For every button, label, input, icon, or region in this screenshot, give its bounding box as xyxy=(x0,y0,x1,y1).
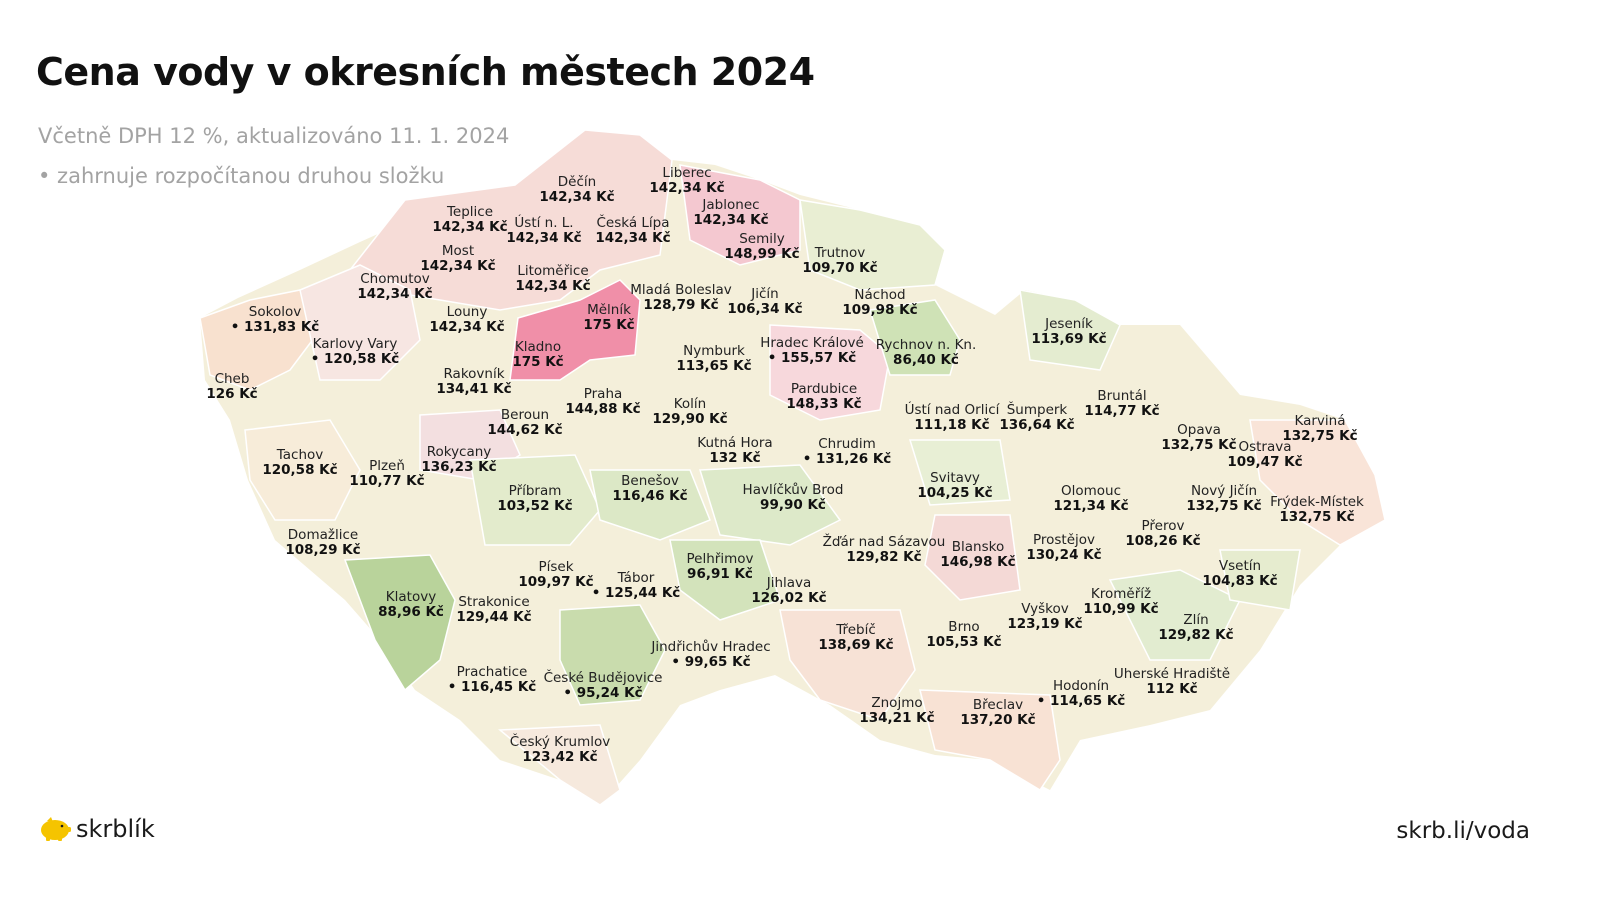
city-label: Tábor • 125,44 Kč xyxy=(591,570,681,602)
city-label: Nymburk 113,65 Kč xyxy=(676,343,752,375)
city-label: Kroměříž 110,99 Kč xyxy=(1083,586,1159,618)
city-label: Ústí n. L. 142,34 Kč xyxy=(506,215,582,247)
city-label: Opava 132,75 Kč xyxy=(1161,422,1237,454)
city-label: Havlíčkův Brod 99,90 Kč xyxy=(742,482,844,514)
city-label: Teplice 142,34 Kč xyxy=(432,204,508,236)
city-label: Cheb 126 Kč xyxy=(206,371,258,403)
city-label: Hradec Králové • 155,57 Kč xyxy=(760,335,864,367)
city-label: Prostějov 130,24 Kč xyxy=(1026,532,1102,564)
city-label: Karlovy Vary • 120,58 Kč xyxy=(310,336,400,368)
city-label: Chomutov 142,34 Kč xyxy=(357,271,433,303)
city-label: Karviná 132,75 Kč xyxy=(1282,413,1358,445)
city-label: Frýdek-Místek 132,75 Kč xyxy=(1270,494,1364,526)
city-label: Šumperk 136,64 Kč xyxy=(999,402,1075,434)
brand-name: skrblík xyxy=(76,815,155,843)
city-label: Jihlava 126,02 Kč xyxy=(751,575,827,607)
city-label: Znojmo 134,21 Kč xyxy=(859,695,935,727)
city-label: Jičín 106,34 Kč xyxy=(727,286,803,318)
source-url[interactable]: skrb.li/voda xyxy=(1396,818,1530,844)
city-label: Příbram 103,52 Kč xyxy=(497,483,573,515)
district-patches xyxy=(199,129,1386,806)
brand-logo[interactable]: skrblík xyxy=(38,815,155,843)
city-label: Semily 148,99 Kč xyxy=(724,231,800,263)
city-label: Brno 105,53 Kč xyxy=(926,619,1002,651)
city-label: Přerov 108,26 Kč xyxy=(1125,518,1201,550)
city-label: Sokolov • 131,83 Kč xyxy=(230,304,320,336)
city-label: Benešov 116,46 Kč xyxy=(612,473,688,505)
city-label: Kolín 129,90 Kč xyxy=(652,396,728,428)
city-label: Trutnov 109,70 Kč xyxy=(802,245,878,277)
city-label: Pelhřimov 96,91 Kč xyxy=(686,551,754,583)
city-label: Třebíč 138,69 Kč xyxy=(818,622,894,654)
city-label: Český Krumlov 123,42 Kč xyxy=(509,734,611,766)
city-label: Louny 142,34 Kč xyxy=(429,304,505,336)
city-label: České Budějovice • 95,24 Kč xyxy=(543,670,663,702)
city-label: Kutná Hora 132 Kč xyxy=(697,435,773,467)
city-label: Jindřichův Hradec • 99,65 Kč xyxy=(651,639,771,671)
city-label: Praha 144,88 Kč xyxy=(565,386,641,418)
city-label: Ostrava 109,47 Kč xyxy=(1227,439,1303,471)
city-label: Blansko 146,98 Kč xyxy=(940,539,1016,571)
city-label: Rokycany 136,23 Kč xyxy=(421,444,497,476)
city-label: Hodonín • 114,65 Kč xyxy=(1036,678,1126,710)
city-label: Bruntál 114,77 Kč xyxy=(1084,388,1160,420)
city-label: Nový Jičín 132,75 Kč xyxy=(1186,483,1262,515)
city-label: Prachatice • 116,45 Kč xyxy=(447,664,537,696)
city-label: Mělník 175 Kč xyxy=(583,302,635,334)
city-label: Chrudim • 131,26 Kč xyxy=(802,436,892,468)
city-label: Pardubice 148,33 Kč xyxy=(786,381,862,413)
city-label: Domažlice 108,29 Kč xyxy=(285,527,361,559)
city-label: Klatovy 88,96 Kč xyxy=(378,589,444,621)
city-label: Jablonec 142,34 Kč xyxy=(693,197,769,229)
city-label: Beroun 144,62 Kč xyxy=(487,407,563,439)
city-label: Uherské Hradiště 112 Kč xyxy=(1113,666,1231,698)
city-label: Rychnov n. Kn. 86,40 Kč xyxy=(875,337,977,369)
city-label: Strakonice 129,44 Kč xyxy=(456,594,532,626)
city-label: Ústí nad Orlicí 111,18 Kč xyxy=(904,402,1000,434)
city-label: Jeseník 113,69 Kč xyxy=(1031,316,1107,348)
city-label: Rakovník 134,41 Kč xyxy=(436,366,512,398)
city-label: Česká Lípa 142,34 Kč xyxy=(595,215,671,247)
city-label: Mladá Boleslav 128,79 Kč xyxy=(630,282,732,314)
city-label: Tachov 120,58 Kč xyxy=(262,447,338,479)
city-label: Děčín 142,34 Kč xyxy=(539,174,615,206)
city-label: Zlín 129,82 Kč xyxy=(1158,612,1234,644)
city-label: Náchod 109,98 Kč xyxy=(842,287,918,319)
city-label: Vyškov 123,19 Kč xyxy=(1007,601,1083,633)
city-label: Olomouc 121,34 Kč xyxy=(1053,483,1129,515)
city-label: Plzeň 110,77 Kč xyxy=(349,458,425,490)
city-label: Vsetín 104,83 Kč xyxy=(1202,558,1278,590)
piggy-bank-icon xyxy=(41,817,71,841)
city-label: Svitavy 104,25 Kč xyxy=(917,470,993,502)
city-label: Liberec 142,34 Kč xyxy=(649,165,725,197)
page-title: Cena vody v okresních městech 2024 xyxy=(36,50,815,94)
city-label: Most 142,34 Kč xyxy=(420,243,496,275)
city-label: Žďár nad Sázavou 129,82 Kč xyxy=(822,534,946,566)
city-label: Břeclav 137,20 Kč xyxy=(960,697,1036,729)
footnote: • zahrnuje rozpočítanou druhou složku xyxy=(38,164,445,188)
city-label: Kladno 175 Kč xyxy=(512,339,564,371)
city-label: Litoměřice 142,34 Kč xyxy=(515,263,591,295)
subtitle: Včetně DPH 12 %, aktualizováno 11. 1. 20… xyxy=(38,124,510,148)
city-label: Písek 109,97 Kč xyxy=(518,559,594,591)
